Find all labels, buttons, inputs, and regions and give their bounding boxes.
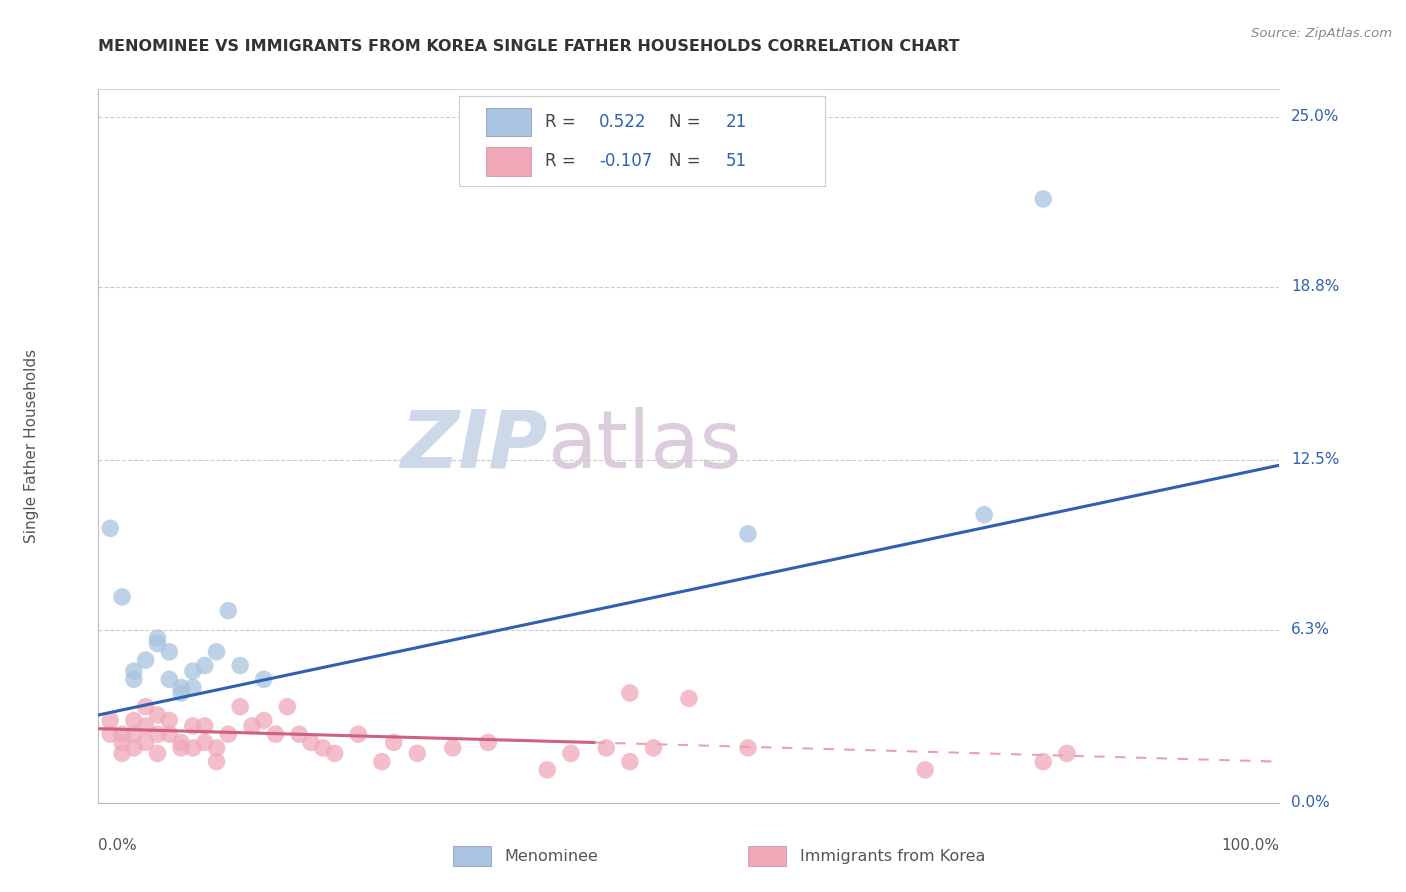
Point [135,735,157,749]
Point [205,740,228,755]
Point [973,508,995,522]
Point [441,740,464,755]
Text: N =: N = [669,113,706,131]
Point [194,719,217,733]
Point [122,664,145,678]
Point [146,747,169,761]
Text: Single Father Households: Single Father Households [24,349,39,543]
Point [135,653,157,667]
Text: 12.5%: 12.5% [1291,452,1340,467]
Text: ZIP: ZIP [399,407,547,485]
Point [146,727,169,741]
Point [98,521,121,535]
Point [595,740,617,755]
Point [181,740,204,755]
Text: -0.107: -0.107 [599,153,652,170]
Point [382,735,405,749]
Point [560,747,582,761]
Point [477,735,499,749]
Point [276,699,298,714]
Point [1032,192,1054,206]
Text: 25.0%: 25.0% [1291,109,1340,124]
Text: 0.0%: 0.0% [1291,796,1330,810]
Text: 51: 51 [725,153,747,170]
Point [299,735,322,749]
Point [1032,755,1054,769]
Point [122,714,145,728]
Point [170,681,193,695]
Point [157,645,180,659]
Text: R =: R = [546,153,581,170]
Text: Source: ZipAtlas.com: Source: ZipAtlas.com [1251,27,1392,40]
Point [229,658,252,673]
Point [406,747,429,761]
Point [288,727,311,741]
Point [914,763,936,777]
Point [323,747,346,761]
Point [312,740,335,755]
Point [240,719,263,733]
Point [111,747,134,761]
Point [170,740,193,755]
Point [122,727,145,741]
Text: MENOMINEE VS IMMIGRANTS FROM KOREA SINGLE FATHER HOUSEHOLDS CORRELATION CHART: MENOMINEE VS IMMIGRANTS FROM KOREA SINGL… [98,38,960,54]
FancyBboxPatch shape [486,147,530,176]
Point [678,691,700,706]
Point [217,604,239,618]
Text: R =: R = [546,113,581,131]
FancyBboxPatch shape [486,108,530,136]
Point [217,727,239,741]
Point [157,673,180,687]
Point [229,699,252,714]
Point [157,714,180,728]
Point [181,664,204,678]
Point [157,727,180,741]
Point [170,686,193,700]
Point [122,740,145,755]
Point [194,658,217,673]
Point [205,645,228,659]
Point [205,755,228,769]
Point [135,719,157,733]
Text: N =: N = [669,153,706,170]
Point [146,708,169,723]
Point [181,719,204,733]
Text: Menominee: Menominee [505,849,599,863]
Text: atlas: atlas [547,407,741,485]
Point [111,590,134,604]
Point [371,755,394,769]
Point [122,673,145,687]
Point [347,727,370,741]
Point [146,631,169,645]
Text: 18.8%: 18.8% [1291,279,1340,294]
Point [111,727,134,741]
FancyBboxPatch shape [453,847,491,866]
Point [264,727,287,741]
FancyBboxPatch shape [458,96,825,186]
Point [253,673,276,687]
Point [170,735,193,749]
Point [619,686,641,700]
Point [737,526,759,541]
Point [98,714,121,728]
Point [737,740,759,755]
Point [643,740,665,755]
Point [135,699,157,714]
Text: 0.522: 0.522 [599,113,647,131]
Point [536,763,558,777]
Point [181,681,204,695]
Text: 6.3%: 6.3% [1291,623,1330,638]
Text: 21: 21 [725,113,747,131]
Point [111,735,134,749]
FancyBboxPatch shape [748,847,786,866]
Text: 100.0%: 100.0% [1222,838,1279,854]
Point [1056,747,1078,761]
Point [146,637,169,651]
Point [98,727,121,741]
Point [253,714,276,728]
Point [619,755,641,769]
Text: 0.0%: 0.0% [98,838,138,854]
Text: Immigrants from Korea: Immigrants from Korea [800,849,986,863]
Point [194,735,217,749]
